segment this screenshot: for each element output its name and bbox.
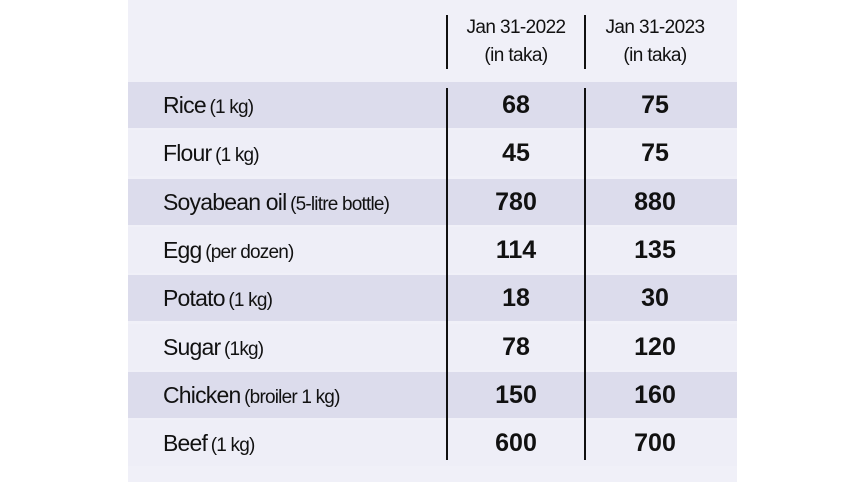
column-header: Jan 31-2023 (in taka): [586, 14, 724, 70]
item-label: Beef (1 kg): [163, 420, 255, 466]
column-header: Jan 31-2022 (in taka): [447, 14, 585, 70]
item-name: Chicken: [163, 381, 241, 408]
table-row: Egg (per dozen) 114 135: [128, 226, 737, 273]
table-row: Chicken (broiler 1 kg) 150 160: [128, 371, 737, 418]
item-name: Egg: [163, 236, 202, 263]
price-cell: 150: [495, 380, 537, 409]
divider: [446, 88, 448, 461]
item-unit: (1 kg): [228, 290, 273, 312]
column-unit: (in taka): [484, 45, 548, 66]
price-cell: 68: [502, 91, 530, 119]
divider: [446, 15, 448, 69]
table-row: Soyabean oil (5-litre bottle) 780 880: [128, 178, 737, 225]
price-cell: 780: [495, 187, 537, 216]
item-unit: (1 kg): [215, 145, 260, 167]
price-cell: 120: [634, 332, 676, 361]
divider: [584, 15, 586, 69]
item-unit: (broiler 1 kg): [244, 386, 340, 408]
price-cell: 78: [502, 332, 530, 361]
column-date: Jan 31-2023: [605, 17, 705, 38]
table-row: Rice (1 kg) 68 75: [128, 82, 737, 128]
item-label: Potato (1 kg): [163, 275, 273, 321]
item-label: Chicken (broiler 1 kg): [163, 372, 340, 418]
item-unit: (1 kg): [209, 97, 254, 118]
price-cell: 160: [634, 380, 676, 409]
item-label: Sugar (1kg): [163, 324, 264, 370]
price-cell: 880: [634, 187, 676, 216]
item-label: Egg (per dozen): [163, 227, 294, 273]
item-label: Rice (1 kg): [163, 82, 254, 128]
item-name: Soyabean oil: [163, 188, 287, 215]
table-row: Sugar (1kg) 78 120: [128, 323, 737, 370]
item-name: Potato: [163, 285, 225, 312]
price-cell: 600: [495, 429, 537, 458]
price-cell: 700: [634, 429, 676, 458]
item-unit: (per dozen): [205, 241, 294, 263]
item-unit: (5-litre bottle): [290, 193, 390, 215]
price-cell: 114: [495, 235, 537, 264]
table-row: Potato (1 kg) 18 30: [128, 275, 737, 322]
item-name: Flour: [163, 140, 212, 167]
item-unit: (1 kg): [210, 435, 256, 457]
price-cell: 18: [502, 284, 530, 313]
item-name: Sugar: [163, 333, 221, 360]
item-label: Soyabean oil (5-litre bottle): [163, 179, 390, 225]
price-cell: 75: [641, 91, 669, 119]
price-cell: 135: [634, 235, 676, 264]
divider: [584, 88, 586, 461]
item-name: Beef: [163, 430, 208, 457]
column-date: Jan 31-2022: [466, 17, 566, 38]
item-label: Flour (1 kg): [163, 130, 260, 176]
price-cell: 30: [641, 284, 669, 313]
price-cell: 75: [641, 139, 669, 168]
table: Jan 31-2022 (in taka) Jan 31-2023 (in ta…: [128, 0, 737, 482]
item-unit: (1kg): [224, 338, 264, 360]
item-name: Rice: [163, 92, 207, 118]
table-row: Beef (1 kg) 600 700: [128, 420, 737, 467]
column-unit: (in taka): [623, 45, 687, 66]
table-row: Flour (1 kg) 45 75: [128, 130, 737, 177]
price-cell: 45: [502, 139, 530, 168]
